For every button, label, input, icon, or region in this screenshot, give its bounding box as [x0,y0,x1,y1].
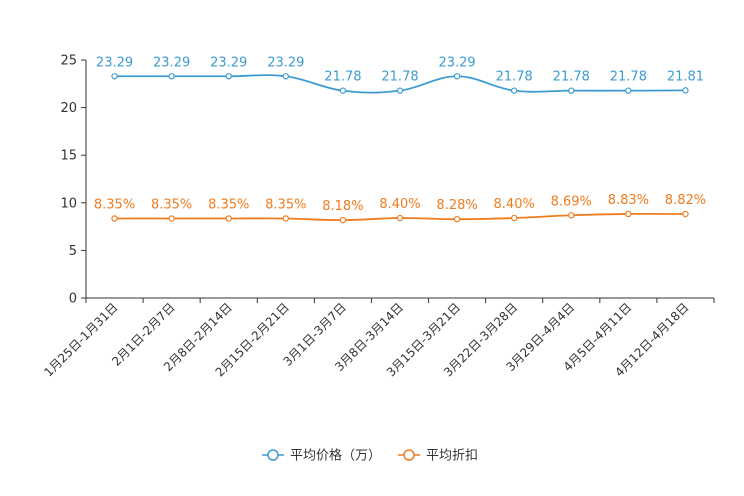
data-point [225,73,232,80]
data-point [510,87,518,94]
data-label: 8.35% [208,198,249,213]
data-label: 8.40% [379,197,420,212]
data-label: 8.28% [436,198,477,213]
y-tick-label: 25 [60,54,77,69]
data-point [282,73,290,80]
data-point [682,87,689,94]
data-point [510,214,518,222]
data-label: 23.29 [438,55,475,70]
data-point [168,215,175,222]
data-label: 23.29 [210,55,247,70]
data-label: 8.35% [94,198,135,213]
data-point [225,215,232,222]
data-label: 8.18% [322,199,363,214]
y-tick-label: 10 [60,196,77,211]
legend-marker-2 [403,449,415,461]
data-label: 21.78 [381,70,418,85]
data-point [625,210,632,218]
data-point [625,87,632,94]
data-point [453,215,461,223]
data-label: 23.29 [153,55,190,70]
data-label: 21.78 [496,70,533,85]
y-tick-label: 0 [69,292,77,307]
data-point [168,73,175,80]
data-label: 8.35% [151,198,192,213]
data-point [396,214,404,222]
data-point [282,215,290,222]
y-tick-label: 5 [69,244,77,259]
data-label: 8.83% [608,193,649,208]
data-point [111,215,118,222]
data-label: 23.29 [96,55,133,70]
data-label: 21.78 [610,70,647,85]
data-point [568,212,575,219]
data-label: 8.40% [494,197,535,212]
x-tick-label: 1月25日-1月31日 [41,300,120,379]
y-tick-label: 15 [60,149,77,164]
data-point [453,73,461,80]
data-label: 21.81 [667,69,704,84]
data-point [396,87,404,94]
data-point [339,87,347,94]
data-label: 23.29 [267,55,304,70]
data-label: 21.78 [553,70,590,85]
data-point [568,87,575,94]
y-tick-label: 20 [60,101,77,116]
legend-label-2: 平均折扣 [426,449,478,464]
data-label: 8.35% [265,198,306,213]
legend-marker-1 [267,449,279,461]
data-label: 8.69% [551,194,592,209]
data-label: 21.78 [324,70,361,85]
data-label: 8.82% [665,193,706,208]
data-point [682,210,689,218]
data-point [111,73,118,80]
legend-label-1: 平均价格（万） [290,448,381,464]
data-point [339,216,347,224]
